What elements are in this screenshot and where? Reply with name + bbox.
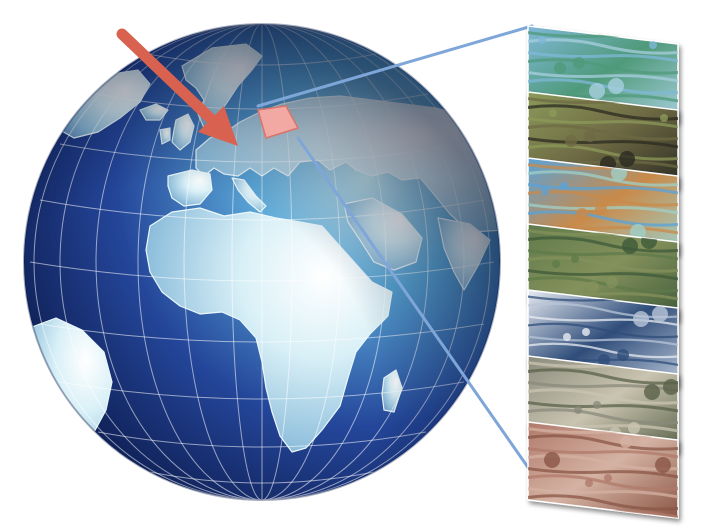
arrow-shaft (116, 28, 216, 124)
connector-line-bottom (296, 136, 550, 498)
connector-line-top (256, 24, 534, 108)
connector-lines (256, 24, 550, 498)
arrow-head (198, 106, 238, 146)
arrow-icon (116, 28, 238, 146)
globe-rim (23, 23, 501, 501)
globe-shading (24, 24, 500, 500)
layer-stack (527, 25, 679, 519)
globe (23, 23, 501, 501)
amphitheater-photo-layer (527, 421, 679, 519)
highlighted-region (257, 105, 300, 139)
